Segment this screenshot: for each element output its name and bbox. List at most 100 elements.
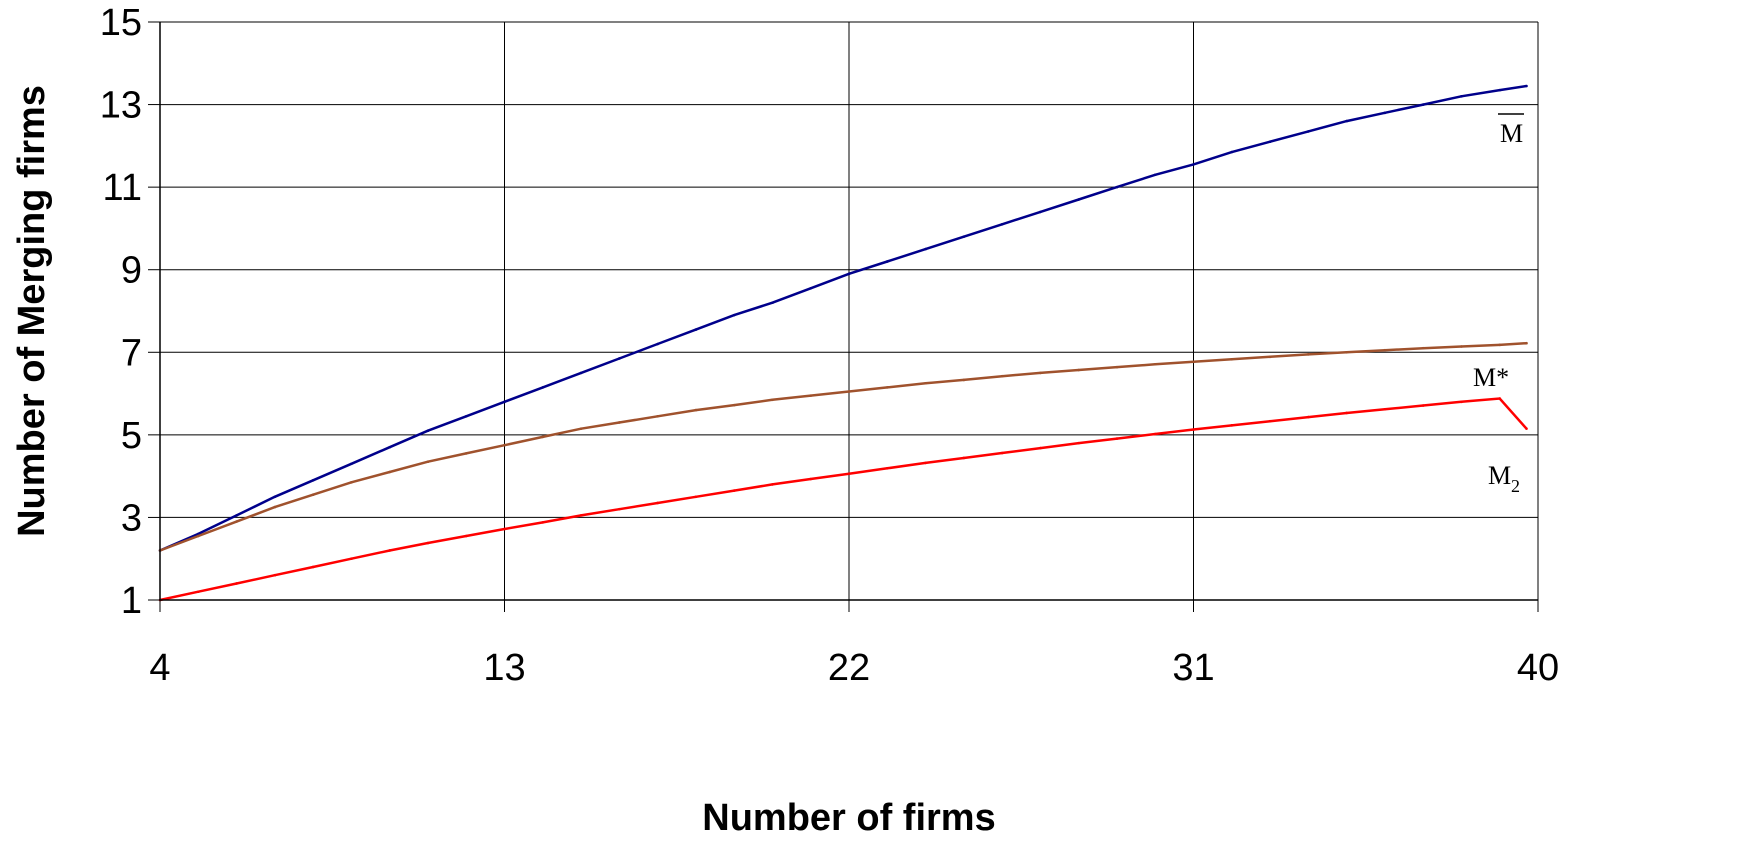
x-tick-label: 22 — [828, 647, 870, 689]
data-point — [771, 398, 774, 402]
data-point — [426, 460, 430, 463]
series-label-subscript: 2 — [1511, 476, 1520, 496]
data-point — [1383, 407, 1387, 411]
data-point — [1000, 374, 1004, 378]
data-point — [1115, 437, 1119, 440]
data-point — [1192, 360, 1195, 364]
data-point — [1345, 411, 1348, 415]
data-point — [809, 477, 813, 481]
data-point — [1039, 210, 1042, 214]
data-point — [732, 489, 736, 492]
data-point — [1268, 140, 1272, 144]
data-point — [388, 470, 391, 474]
y-tick-label: 5 — [121, 415, 142, 457]
data-point — [847, 472, 851, 475]
data-point — [924, 461, 927, 465]
data-point — [732, 313, 736, 317]
x-tick-label: 13 — [483, 647, 525, 689]
data-point — [1077, 368, 1080, 372]
y-tick-label: 9 — [121, 250, 142, 292]
data-point — [1000, 451, 1004, 455]
y-tick-label: 1 — [121, 580, 142, 622]
data-point — [1230, 150, 1234, 154]
data-point — [732, 403, 736, 407]
data-point — [656, 414, 659, 418]
data-point — [1192, 428, 1195, 431]
series-lines — [158, 84, 1528, 602]
data-point — [1039, 371, 1042, 375]
data-point — [924, 247, 927, 251]
data-point — [464, 534, 468, 538]
series-label-0: M — [1500, 119, 1523, 148]
y-tick-label: 15 — [100, 2, 142, 44]
data-point — [694, 408, 698, 412]
data-point — [1077, 441, 1080, 445]
data-point — [809, 394, 813, 397]
data-point — [962, 378, 966, 382]
data-point — [388, 549, 391, 552]
data-point — [1345, 350, 1348, 354]
data-point — [771, 301, 774, 305]
data-point — [962, 235, 966, 238]
data-point — [771, 483, 774, 486]
data-point — [1000, 223, 1004, 226]
data-point — [1307, 353, 1310, 356]
y-axis-title: Number of Merging firms — [11, 85, 53, 537]
data-point — [1230, 424, 1234, 427]
data-point — [847, 272, 851, 276]
data-point — [656, 501, 659, 505]
series-line-mstar — [159, 341, 1527, 552]
series-label-2: M — [1488, 461, 1511, 490]
data-point — [196, 590, 200, 594]
data-point — [885, 260, 889, 263]
data-point — [1192, 163, 1195, 166]
data-point — [1421, 346, 1425, 350]
data-point — [1498, 343, 1502, 347]
data-point — [311, 478, 315, 482]
series-line-m2 — [159, 397, 1528, 602]
data-point — [618, 357, 621, 360]
data-point — [1307, 130, 1310, 133]
data-point — [1460, 95, 1463, 98]
grid-lines — [160, 21, 1539, 600]
axes — [148, 21, 1539, 612]
data-point — [1307, 415, 1310, 419]
x-tick-label: 4 — [149, 647, 170, 689]
data-point — [1153, 432, 1157, 436]
y-tick-label: 13 — [100, 85, 142, 127]
y-tick-label: 7 — [121, 332, 142, 374]
data-point — [541, 386, 545, 389]
data-point — [579, 514, 583, 517]
data-point — [1153, 173, 1157, 177]
x-axis-title: Number of firms — [702, 797, 995, 839]
data-point — [924, 381, 927, 385]
data-point — [1498, 88, 1502, 92]
data-point — [235, 520, 238, 523]
data-point — [1525, 84, 1528, 88]
data-point — [426, 429, 430, 433]
data-point — [273, 573, 277, 577]
y-tick-label: 3 — [121, 497, 142, 539]
data-point — [1345, 119, 1348, 123]
data-point — [1230, 358, 1234, 361]
data-point — [579, 371, 583, 375]
data-point — [503, 443, 506, 447]
data-point — [618, 507, 621, 511]
data-point — [350, 481, 353, 484]
data-point — [1498, 397, 1502, 400]
data-point — [503, 527, 506, 531]
data-point — [350, 462, 353, 466]
data-point — [1077, 198, 1080, 201]
data-point — [656, 342, 659, 346]
data-point — [1115, 185, 1119, 189]
data-point — [426, 541, 430, 545]
data-point — [962, 456, 966, 460]
data-point — [503, 400, 506, 404]
data-point — [541, 435, 545, 439]
data-point — [273, 495, 277, 499]
x-tick-label: 40 — [1517, 647, 1559, 689]
series-line-m — [159, 84, 1527, 552]
data-point — [1268, 355, 1272, 359]
